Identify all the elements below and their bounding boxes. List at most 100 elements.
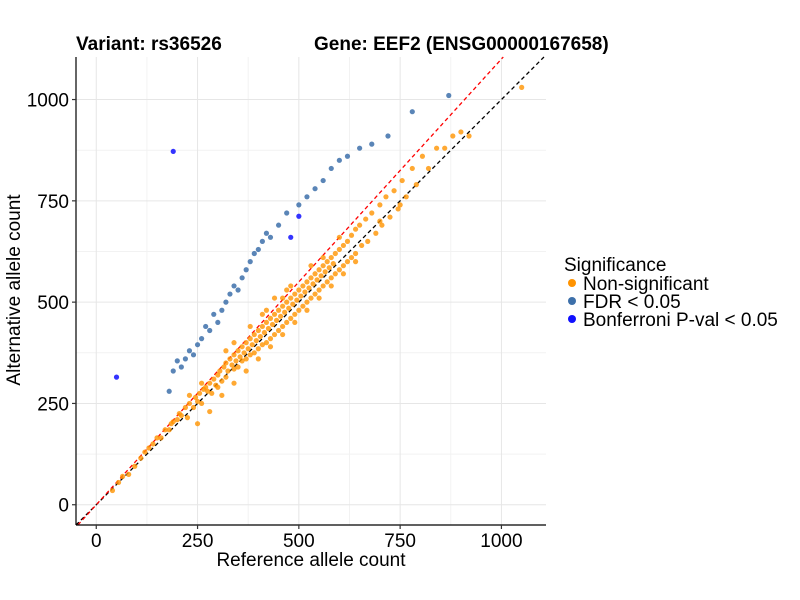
point-non-significant: [247, 323, 253, 330]
point-non-significant: [239, 358, 245, 364]
point-non-significant: [288, 315, 294, 321]
point-fdr-0-05: [336, 157, 342, 163]
point-non-significant: [215, 372, 221, 378]
point-non-significant: [231, 340, 237, 346]
point-non-significant: [223, 374, 229, 380]
legend-item-label: Non-significant: [583, 274, 709, 295]
point-fdr-0-05: [211, 311, 217, 317]
point-non-significant: [316, 267, 322, 273]
point-non-significant: [324, 259, 330, 265]
point-non-significant: [519, 84, 525, 90]
point-non-significant: [316, 287, 322, 293]
point-fdr-0-05: [223, 299, 229, 305]
point-non-significant: [247, 352, 253, 358]
point-non-significant: [223, 360, 229, 366]
point-non-significant: [298, 293, 304, 299]
point-non-significant: [263, 340, 270, 346]
point-non-significant: [395, 206, 401, 212]
point-non-significant: [320, 283, 326, 289]
point-non-significant: [219, 392, 225, 398]
y-tick-label: 750: [37, 192, 69, 213]
point-non-significant: [249, 342, 255, 348]
legend-swatch: [568, 279, 576, 287]
point-non-significant: [359, 242, 365, 249]
point-non-significant: [255, 346, 261, 352]
x-axis-title: Reference allele count: [216, 550, 406, 571]
point-non-significant: [243, 368, 249, 374]
point-non-significant: [296, 287, 302, 293]
point-non-significant: [184, 415, 191, 421]
point-non-significant: [288, 283, 294, 289]
point-non-significant: [217, 368, 223, 374]
point-non-significant: [322, 269, 328, 275]
point-non-significant: [318, 273, 324, 279]
point-non-significant: [403, 194, 409, 200]
point-non-significant: [332, 250, 338, 257]
point-non-significant: [269, 321, 276, 328]
point-non-significant: [205, 388, 211, 394]
point-non-significant: [251, 350, 257, 356]
point-non-significant: [227, 356, 233, 362]
point-fdr-0-05: [284, 210, 290, 216]
y-tick-label: 500: [37, 293, 69, 314]
point-non-significant: [308, 263, 314, 269]
point-non-significant: [332, 271, 338, 277]
point-non-significant: [223, 348, 229, 354]
point-fdr-0-05: [247, 259, 253, 265]
point-fdr-0-05: [357, 145, 363, 151]
point-fdr-0-05: [409, 109, 415, 115]
point-non-significant: [231, 380, 237, 386]
point-non-significant: [267, 315, 274, 321]
point-non-significant: [308, 295, 314, 301]
point-non-significant: [312, 271, 318, 277]
point-non-significant: [352, 250, 359, 257]
point-fdr-0-05: [239, 275, 245, 281]
point-non-significant: [466, 133, 472, 139]
point-non-significant: [237, 354, 243, 360]
point-non-significant: [308, 275, 314, 281]
point-bonferroni-p-val-0-05: [170, 148, 176, 155]
point-non-significant: [324, 279, 330, 285]
point-non-significant: [434, 145, 440, 151]
point-non-significant: [182, 404, 188, 411]
point-bonferroni-p-val-0-05: [288, 234, 294, 240]
point-non-significant: [150, 441, 156, 447]
point-non-significant: [320, 263, 326, 269]
chart-title-variant: Variant: rs36526: [76, 34, 222, 55]
point-non-significant: [314, 277, 320, 283]
point-non-significant: [284, 299, 290, 305]
y-tick-label: 1000: [27, 91, 69, 112]
point-fdr-0-05: [328, 165, 334, 172]
point-non-significant: [190, 404, 197, 411]
point-non-significant: [344, 238, 351, 244]
point-non-significant: [194, 421, 201, 427]
point-non-significant: [162, 427, 168, 433]
point-non-significant: [442, 145, 448, 151]
point-bonferroni-p-val-0-05: [296, 213, 302, 219]
point-fdr-0-05: [207, 327, 213, 334]
point-non-significant: [142, 449, 148, 455]
point-non-significant: [304, 299, 310, 305]
point-fdr-0-05: [275, 222, 282, 228]
point-non-significant: [300, 283, 306, 289]
point-non-significant: [312, 291, 318, 297]
point-non-significant: [243, 340, 249, 346]
point-non-significant: [409, 165, 415, 172]
point-non-significant: [263, 319, 270, 326]
point-non-significant: [280, 303, 286, 309]
point-non-significant: [352, 259, 359, 265]
point-bonferroni-p-val-0-05: [113, 374, 120, 380]
point-non-significant: [391, 188, 397, 194]
point-non-significant: [186, 392, 193, 398]
point-fdr-0-05: [243, 267, 249, 273]
point-non-significant: [336, 234, 342, 240]
point-non-significant: [261, 329, 268, 336]
point-fdr-0-05: [259, 238, 265, 244]
point-non-significant: [233, 358, 239, 364]
point-non-significant: [300, 303, 306, 309]
point-non-significant: [271, 295, 278, 301]
point-non-significant: [278, 313, 284, 319]
point-non-significant: [302, 289, 308, 295]
point-fdr-0-05: [263, 230, 270, 236]
